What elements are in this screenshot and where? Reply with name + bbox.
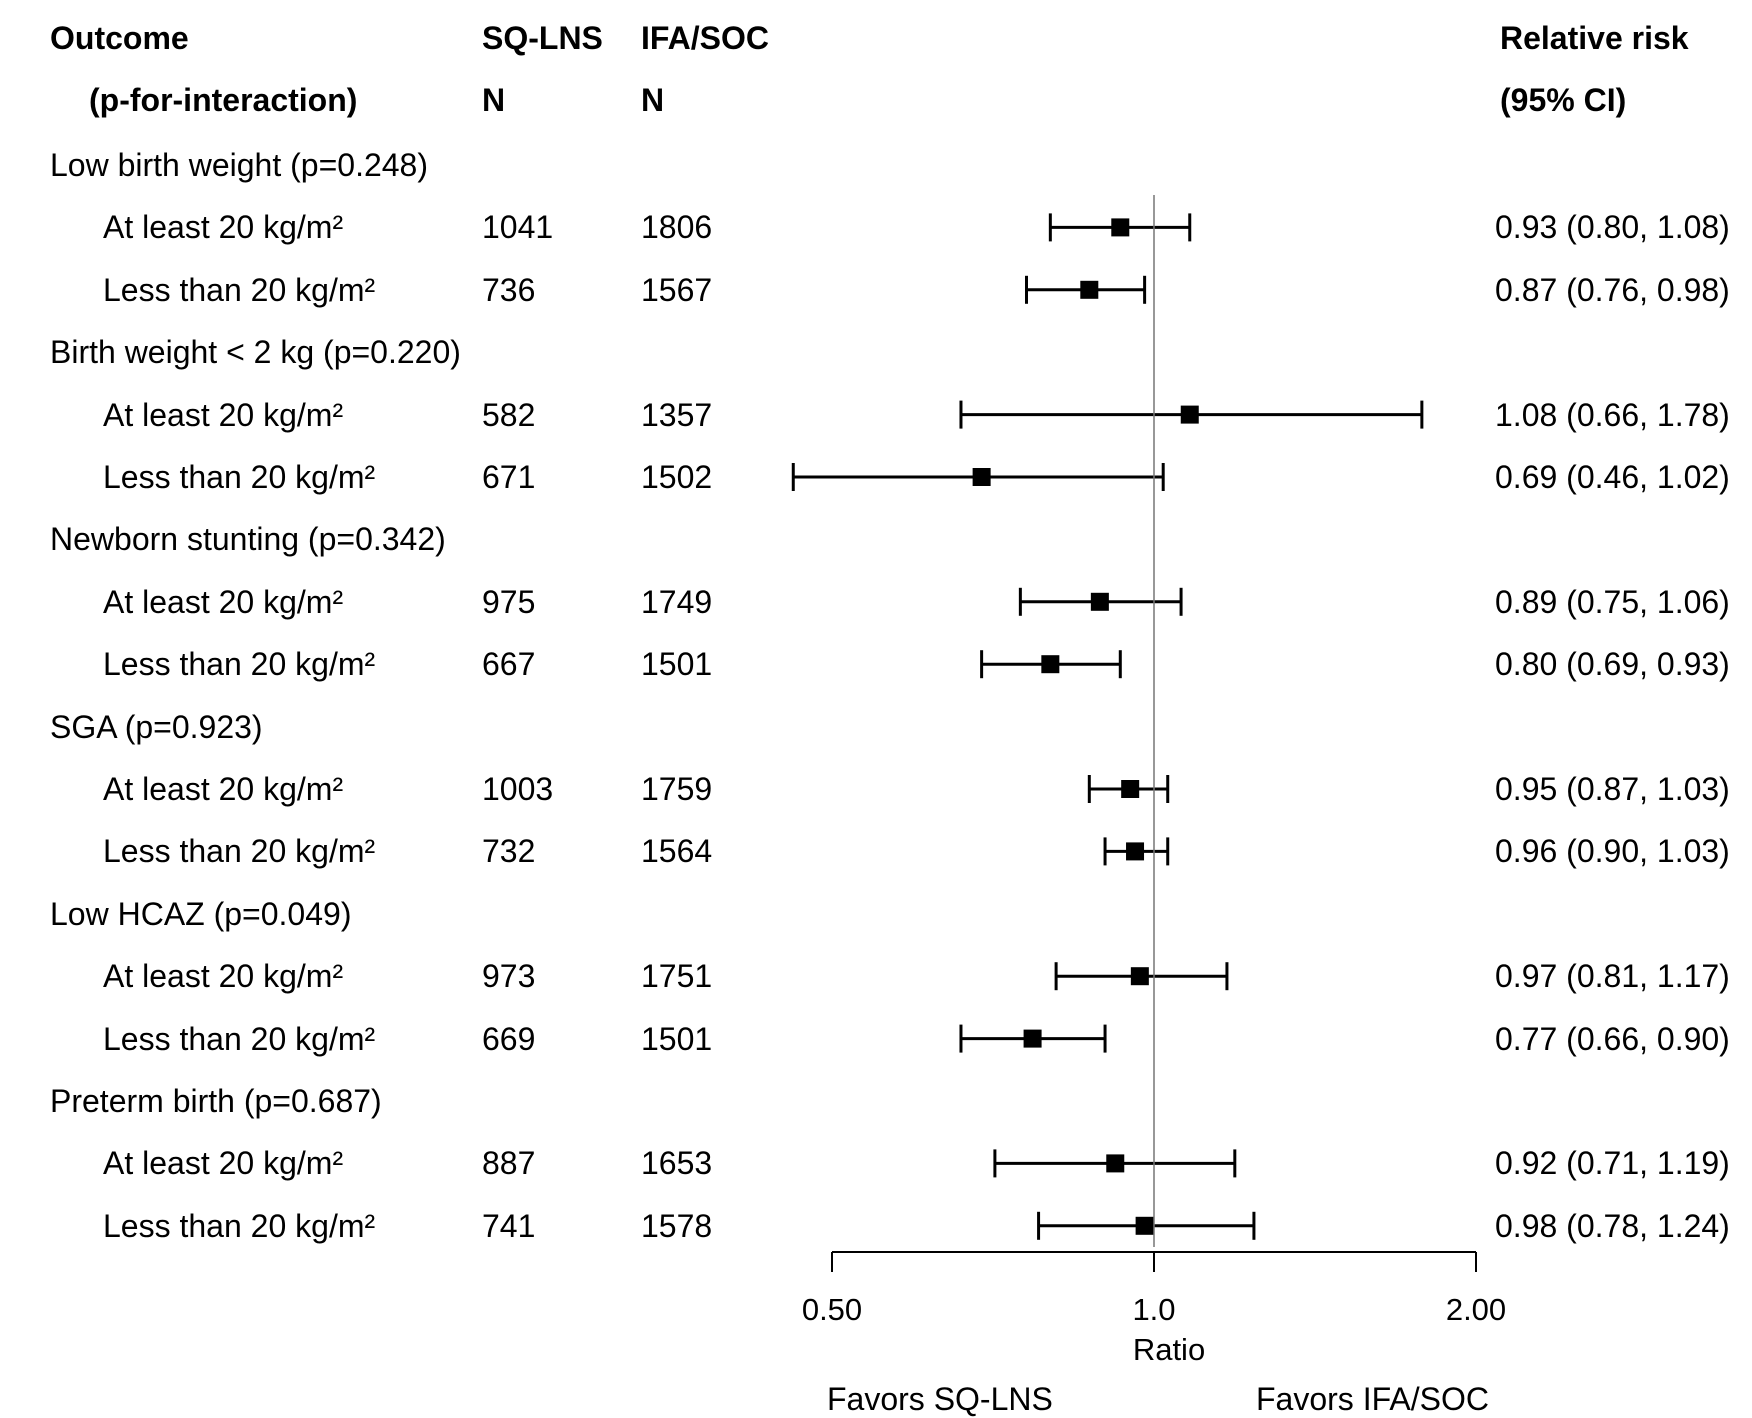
n-sq-lns: 732 — [482, 833, 536, 870]
n-sq-lns: 671 — [482, 459, 536, 495]
group-label: SGA (p=0.923) — [50, 708, 263, 745]
rr-ci-text: 0.98 (0.78, 1.24) — [1495, 1207, 1730, 1244]
point-estimate-marker — [1080, 280, 1099, 299]
n-ifa-soc: 1564 — [641, 833, 713, 870]
n-ifa-soc: 1567 — [641, 271, 713, 308]
rr-ci-text: 0.96 (0.90, 1.03) — [1495, 833, 1730, 870]
n-sq-lns: 582 — [482, 396, 536, 433]
subgroup-label: At least 20 kg/m² — [103, 958, 344, 995]
header-group-a-n: N — [482, 82, 506, 118]
subgroup-label: At least 20 kg/m² — [103, 583, 344, 620]
n-ifa-soc: 1578 — [641, 1207, 713, 1244]
favors-right-label: Favors IFA/SOC — [1256, 1381, 1489, 1417]
header-p-for-interaction: (p-for-interaction) — [89, 82, 358, 118]
group-label: Low birth weight (p=0.248) — [50, 147, 428, 183]
subgroup-label: Less than 20 kg/m² — [103, 646, 376, 683]
x-tick-label: 0.50 — [802, 1292, 862, 1327]
n-sq-lns: 1003 — [482, 771, 554, 807]
n-sq-lns: 887 — [482, 1145, 536, 1182]
header-group-b-n: N — [641, 82, 665, 118]
rr-ci-text: 0.89 (0.75, 1.06) — [1495, 583, 1730, 620]
rr-ci-text: 0.87 (0.76, 0.98) — [1495, 271, 1730, 308]
n-ifa-soc: 1501 — [641, 646, 713, 683]
point-estimate-marker — [1023, 1029, 1042, 1048]
n-sq-lns: 975 — [482, 583, 536, 620]
point-estimate-marker — [1090, 592, 1109, 611]
header-relative-risk: Relative risk — [1500, 20, 1689, 56]
group-label: Preterm birth (p=0.687) — [50, 1083, 382, 1119]
subgroup-label: At least 20 kg/m² — [103, 209, 344, 246]
n-sq-lns: 736 — [482, 271, 536, 308]
subgroup-label: At least 20 kg/m² — [103, 771, 344, 807]
point-estimate-marker — [1180, 405, 1199, 424]
n-sq-lns: 667 — [482, 646, 536, 683]
n-ifa-soc: 1501 — [641, 1020, 713, 1057]
favors-left-label: Favors SQ-LNS — [827, 1381, 1053, 1417]
point-estimate-marker — [1041, 655, 1060, 674]
point-estimate-marker — [1135, 1216, 1154, 1235]
subgroup-label: At least 20 kg/m² — [103, 396, 344, 433]
subgroup-label: Less than 20 kg/m² — [103, 833, 376, 870]
point-estimate-marker — [1106, 1154, 1125, 1173]
n-ifa-soc: 1806 — [641, 209, 713, 246]
x-axis-label: Ratio — [1133, 1332, 1205, 1367]
subgroup-label: Less than 20 kg/m² — [103, 1207, 376, 1244]
point-estimate-marker — [1130, 967, 1149, 986]
n-sq-lns: 1041 — [482, 209, 554, 246]
subgroup-label: Less than 20 kg/m² — [103, 271, 376, 308]
header-ci: (95% CI) — [1500, 82, 1627, 118]
rr-ci-text: 0.80 (0.69, 0.93) — [1495, 646, 1730, 683]
group-label: Newborn stunting (p=0.342) — [50, 521, 446, 558]
point-estimate-marker — [1111, 218, 1130, 237]
rr-ci-text: 0.95 (0.87, 1.03) — [1495, 771, 1730, 807]
n-ifa-soc: 1502 — [641, 459, 713, 495]
n-ifa-soc: 1759 — [641, 771, 713, 807]
subgroup-label: At least 20 kg/m² — [103, 1145, 344, 1182]
n-sq-lns: 741 — [482, 1207, 536, 1244]
rr-ci-text: 0.97 (0.81, 1.17) — [1495, 958, 1730, 995]
n-ifa-soc: 1751 — [641, 958, 713, 995]
x-tick-label: 2.00 — [1446, 1292, 1506, 1327]
group-label: Birth weight < 2 kg (p=0.220) — [50, 334, 461, 371]
rr-ci-text: 1.08 (0.66, 1.78) — [1495, 396, 1730, 433]
subgroup-label: Less than 20 kg/m² — [103, 1020, 376, 1057]
rr-ci-text: 0.93 (0.80, 1.08) — [1495, 209, 1730, 246]
header-group-a: SQ-LNS — [482, 20, 603, 56]
header-outcome: Outcome — [50, 20, 189, 56]
rr-ci-text: 0.92 (0.71, 1.19) — [1495, 1145, 1730, 1182]
header-group-b: IFA/SOC — [641, 20, 770, 56]
rr-ci-text: 0.77 (0.66, 0.90) — [1495, 1020, 1730, 1057]
point-estimate-marker — [1126, 842, 1145, 861]
n-sq-lns: 669 — [482, 1020, 536, 1057]
group-label: Low HCAZ (p=0.049) — [50, 895, 352, 932]
x-tick-label: 1.0 — [1132, 1292, 1175, 1327]
rr-ci-text: 0.69 (0.46, 1.02) — [1495, 459, 1730, 495]
n-ifa-soc: 1749 — [641, 583, 713, 620]
n-sq-lns: 973 — [482, 958, 536, 995]
n-ifa-soc: 1653 — [641, 1145, 713, 1182]
point-estimate-marker — [972, 468, 991, 486]
point-estimate-marker — [1121, 780, 1140, 798]
subgroup-label: Less than 20 kg/m² — [103, 459, 376, 495]
n-ifa-soc: 1357 — [641, 396, 713, 433]
